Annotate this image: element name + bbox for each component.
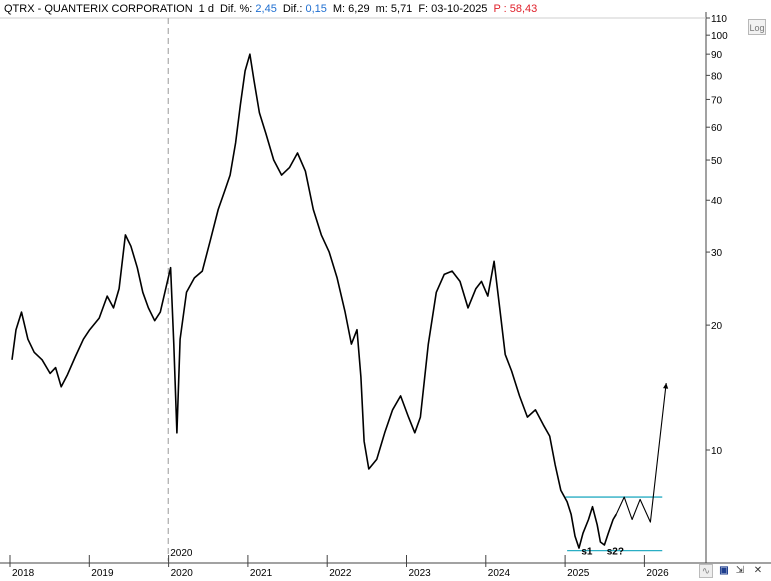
y-axis: 10 20 30 40 50 60 70 80 90 100 110 xyxy=(706,14,728,457)
date-value: 03-10-2025 xyxy=(431,3,488,15)
y-tick-label: 110 xyxy=(711,14,727,25)
x-tick-label: 2019 xyxy=(91,568,114,579)
y-tick-label: 60 xyxy=(711,123,723,134)
x-tick-label: 2022 xyxy=(329,568,352,579)
chart-marks: s1 s2? xyxy=(11,53,669,557)
y-tick-label: 70 xyxy=(711,95,723,106)
x-tick-label: 2018 xyxy=(12,568,35,579)
bottom-toolbar: ∿ ▣ ⇲ ✕ xyxy=(697,563,771,579)
date-label: F: xyxy=(418,3,429,15)
dif-value: 0,15 xyxy=(305,3,327,15)
price-value: 58,43 xyxy=(509,3,538,15)
dif-label: Dif.: xyxy=(282,3,303,15)
symbol-name: QTRX - QUANTERIX CORPORATION xyxy=(4,3,193,15)
x-tick-label: 2024 xyxy=(488,568,511,579)
x-tick-label: 2026 xyxy=(646,568,669,579)
annotation-label: s1 xyxy=(581,546,593,557)
dif-pct-value: 2,45 xyxy=(255,3,277,15)
y-tick-label: 100 xyxy=(711,31,728,42)
y-tick-label: 20 xyxy=(711,321,723,332)
max-label: M: xyxy=(332,3,346,15)
projection-arrowhead xyxy=(663,383,669,389)
close-icon[interactable]: ✕ xyxy=(753,565,763,576)
interval-label: 1 d xyxy=(198,3,214,15)
x-tick-label: 2020 xyxy=(171,568,194,579)
y-tick-label: 90 xyxy=(711,50,723,61)
y-tick-label: 80 xyxy=(711,71,723,82)
price-label: P : xyxy=(493,3,507,15)
x-tick-label: 2021 xyxy=(250,568,273,579)
chart-header: QTRX - QUANTERIX CORPORATION 1 d Dif. %: 2… xyxy=(0,0,710,18)
chart-frame: 2020 xyxy=(0,12,771,564)
dif-pct-label: Dif. %: xyxy=(219,3,253,15)
period-marker-label: 2020 xyxy=(170,548,193,559)
price-line xyxy=(11,53,617,549)
y-tick-label: 40 xyxy=(711,196,723,207)
x-axis: 2018 2019 2020 2021 2022 2023 2024 2025 2026 xyxy=(9,555,669,579)
y-tick-label: 50 xyxy=(711,156,723,167)
annotation-label: s2? xyxy=(607,546,624,557)
max-value: 6,29 xyxy=(348,3,370,15)
wave-icon[interactable]: ∿ xyxy=(699,564,713,578)
y-tick-label: 30 xyxy=(711,248,723,259)
expand-icon[interactable]: ⇲ xyxy=(735,565,745,576)
x-tick-label: 2025 xyxy=(567,568,590,579)
min-label: m: xyxy=(375,3,388,15)
y-tick-label: 10 xyxy=(711,446,723,457)
save-icon[interactable]: ▣ xyxy=(719,565,729,576)
min-value: 5,71 xyxy=(390,3,413,15)
log-scale-button[interactable]: Log xyxy=(748,19,766,35)
projection-line xyxy=(615,383,667,523)
x-tick-label: 2023 xyxy=(409,568,432,579)
